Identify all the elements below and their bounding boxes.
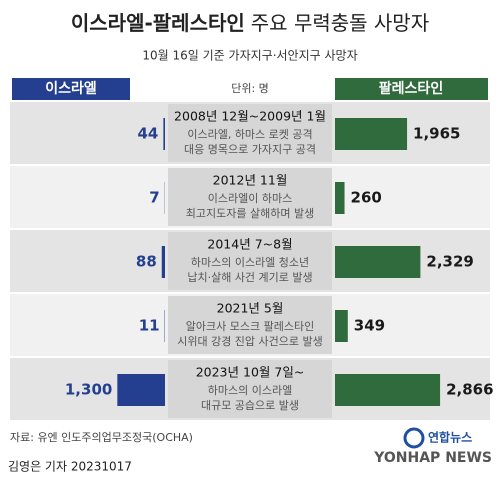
center-box — [168, 360, 332, 418]
value-label: 349 — [354, 317, 385, 335]
center-box — [168, 296, 332, 354]
title-bold: 이스라엘-팔레스타인 — [71, 11, 245, 35]
period: 2012년 11월 — [213, 173, 288, 188]
bar — [163, 118, 165, 150]
bar — [335, 374, 441, 406]
unit: 단위: 명 — [231, 82, 269, 95]
period: 2023년 10월 7일~ — [196, 365, 305, 380]
logo-icon — [403, 427, 425, 449]
logo-en: YONHAP NEWS — [373, 450, 492, 466]
value-label: 44 — [138, 125, 159, 143]
value-label: 7 — [149, 189, 159, 207]
credit: 김영은 기자 20231017 — [8, 460, 132, 474]
bar — [335, 246, 421, 278]
description: 납치·살해 사건 계기로 발생 — [187, 270, 312, 284]
value-label: 1,965 — [413, 125, 460, 143]
value-label: 260 — [351, 189, 382, 207]
description: 대응 명목으로 가자지구 공격 — [184, 143, 316, 156]
description: 대규모 공습으로 발생 — [201, 399, 299, 412]
legend-label: 팔레스타인 — [379, 80, 443, 97]
legend-box — [335, 78, 488, 100]
description: 이스라엘이 하마스 — [208, 191, 292, 205]
bar — [335, 310, 348, 342]
center-box — [168, 232, 332, 290]
logo: 연합뉴스 — [428, 430, 472, 445]
description: 하마스의 이스라엘 청소년 — [191, 255, 309, 269]
description: 최고지도자를 살해하며 발생 — [186, 206, 314, 220]
legend-label: 이스라엘 — [45, 80, 97, 97]
bar — [117, 374, 165, 406]
description: 이스라엘, 하마스 로켓 공격 — [187, 127, 312, 141]
title-rest: 주요 무력충돌 사망자 — [251, 11, 429, 35]
period: 2021년 5월 — [217, 301, 284, 316]
legend-box — [12, 78, 130, 100]
period: 2014년 7~8월 — [207, 237, 292, 252]
period: 2008년 12월~2009년 1월 — [174, 109, 326, 124]
bar — [335, 182, 345, 214]
source: 자료: 유엔 인도주의업무조정국(OCHA) — [10, 431, 193, 444]
center-box — [168, 104, 332, 162]
bar — [161, 246, 165, 278]
value-label: 1,300 — [65, 381, 112, 399]
bar — [335, 118, 408, 150]
description: 시위대 강경 진압 사건으로 발생 — [177, 335, 323, 348]
center-box — [168, 168, 332, 226]
description: 하마스의 이스라엘 — [208, 383, 292, 397]
value-label: 2,329 — [426, 253, 473, 271]
chart-title: 이스라엘-팔레스타인 주요 무력충돌 사망자 — [71, 11, 429, 35]
value-label: 88 — [136, 253, 157, 271]
value-label: 11 — [139, 317, 160, 335]
subtitle: 10월 16일 기준 가자지구·서안지구 사망자 — [142, 49, 357, 63]
value-label: 2,866 — [446, 381, 493, 399]
description: 알아크사 모스크 팔레스타인 — [186, 319, 314, 333]
